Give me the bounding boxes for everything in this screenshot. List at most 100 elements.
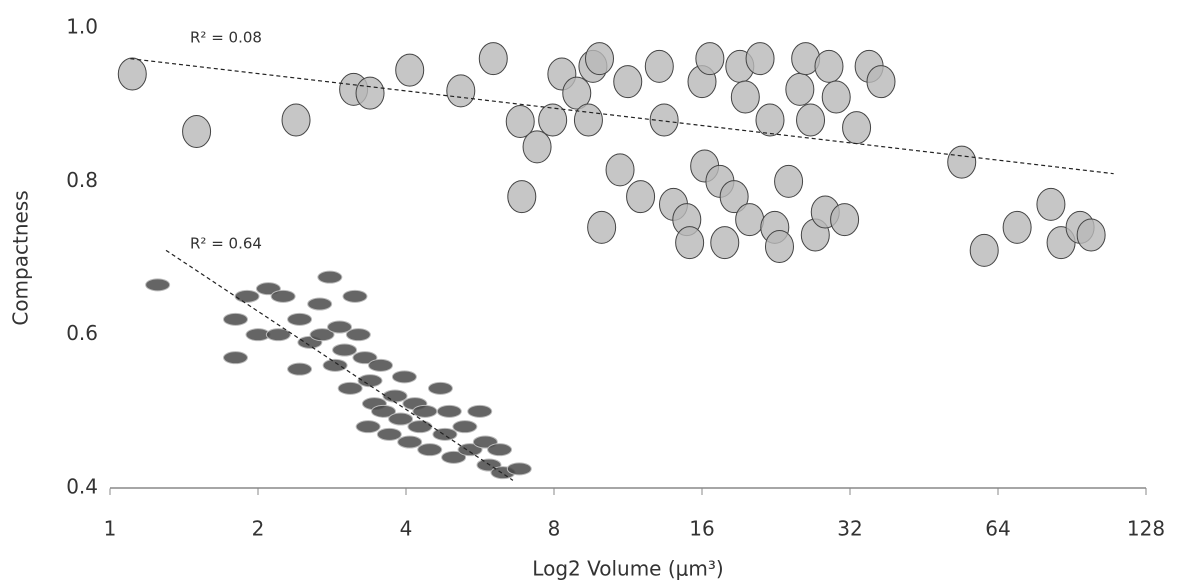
cell-point [432,427,458,441]
cell-point [427,381,453,395]
cell-point [573,103,603,137]
cell-point [223,351,249,365]
cell-point [649,103,679,137]
cell-point [376,427,402,441]
cell-point [814,49,844,83]
cell-point [322,358,348,372]
y-tick-label: 0.6 [66,321,98,345]
x-tick-label: 4 [400,517,413,541]
cell-point [342,289,368,303]
cell-point [457,443,483,457]
cell-point [613,65,643,99]
cell-point [710,226,740,260]
cell-point [755,103,785,137]
annotation: R² = 0.64 [190,235,262,253]
cell-point [626,180,656,214]
cell-point [234,289,260,303]
cell-point [675,226,705,260]
cell-point [355,76,385,110]
cell-point [391,370,417,384]
trendline [165,249,514,481]
cell-point [309,328,335,342]
annotation: R² = 0.08 [190,29,262,47]
cell-point [644,49,674,83]
cell-point [719,180,749,214]
cell-point [352,351,378,365]
cell-point [337,381,363,395]
cell-point [1036,187,1066,221]
x-axis-label: Log2 Volume (μm³) [532,557,723,581]
cell-point [270,289,296,303]
cell-point [830,203,860,237]
cell-point [382,389,408,403]
x-tick-label: 8 [548,517,561,541]
cell-point [505,105,535,139]
cell-point [730,80,760,114]
cell-point [785,72,815,106]
cell-point [866,65,896,99]
cell-point [764,230,794,263]
trendline [130,58,1114,175]
cell-point [412,404,438,418]
cell-point [182,115,212,148]
cell-point [478,42,508,76]
x-tick-label: 2 [252,517,265,541]
y-tick-label: 1.0 [66,15,98,39]
cell-point [436,404,462,418]
cell-point [842,111,872,145]
x-tick-label: 16 [689,517,714,541]
cell-point [452,420,478,434]
cell-point [287,312,313,326]
cell-point [522,130,552,164]
cell-point [695,42,725,76]
x-tick-label: 1 [104,517,117,541]
x-tick-label: 128 [1127,517,1165,541]
cell-point [371,404,397,418]
cell-point [1076,218,1106,252]
cell-point [1002,210,1032,244]
cell-point [397,435,423,449]
cell-point [821,80,851,114]
cell-point [745,42,775,76]
cell-point [605,153,635,187]
cell-point [368,358,394,372]
x-tick-label: 32 [837,517,862,541]
cell-point [407,420,433,434]
cell-point [145,278,171,292]
cell-point [507,180,537,214]
y-tick-label: 0.4 [66,475,98,499]
cell-point [735,203,765,237]
cell-point [281,103,311,137]
cell-point [467,404,493,418]
cell-point [287,362,313,376]
cell-point [774,164,804,198]
cell-point [265,328,291,342]
cell-point [562,76,592,110]
cell-point [446,74,476,108]
cell-point [538,103,568,137]
x-tick-label: 64 [985,517,1010,541]
cell-point [441,450,467,464]
cell-point [307,297,333,311]
cell-point [332,343,358,357]
cell-point [947,145,977,179]
y-tick-label: 0.8 [66,168,98,192]
cell-point [487,443,513,457]
cell-point [355,420,381,434]
cell-point [357,374,383,388]
cell-point [117,57,147,91]
cell-point [417,443,443,457]
cell-point [345,328,371,342]
cell-point [587,210,617,244]
cell-point [584,42,614,76]
cell-point [223,312,249,326]
cell-point [969,233,999,267]
cell-point [395,53,425,87]
cell-point [327,320,353,334]
cell-point [388,412,414,426]
cell-point [317,270,343,284]
cell-point [796,103,826,137]
y-axis-label: Compactness [9,190,33,325]
cell-point [506,462,532,476]
